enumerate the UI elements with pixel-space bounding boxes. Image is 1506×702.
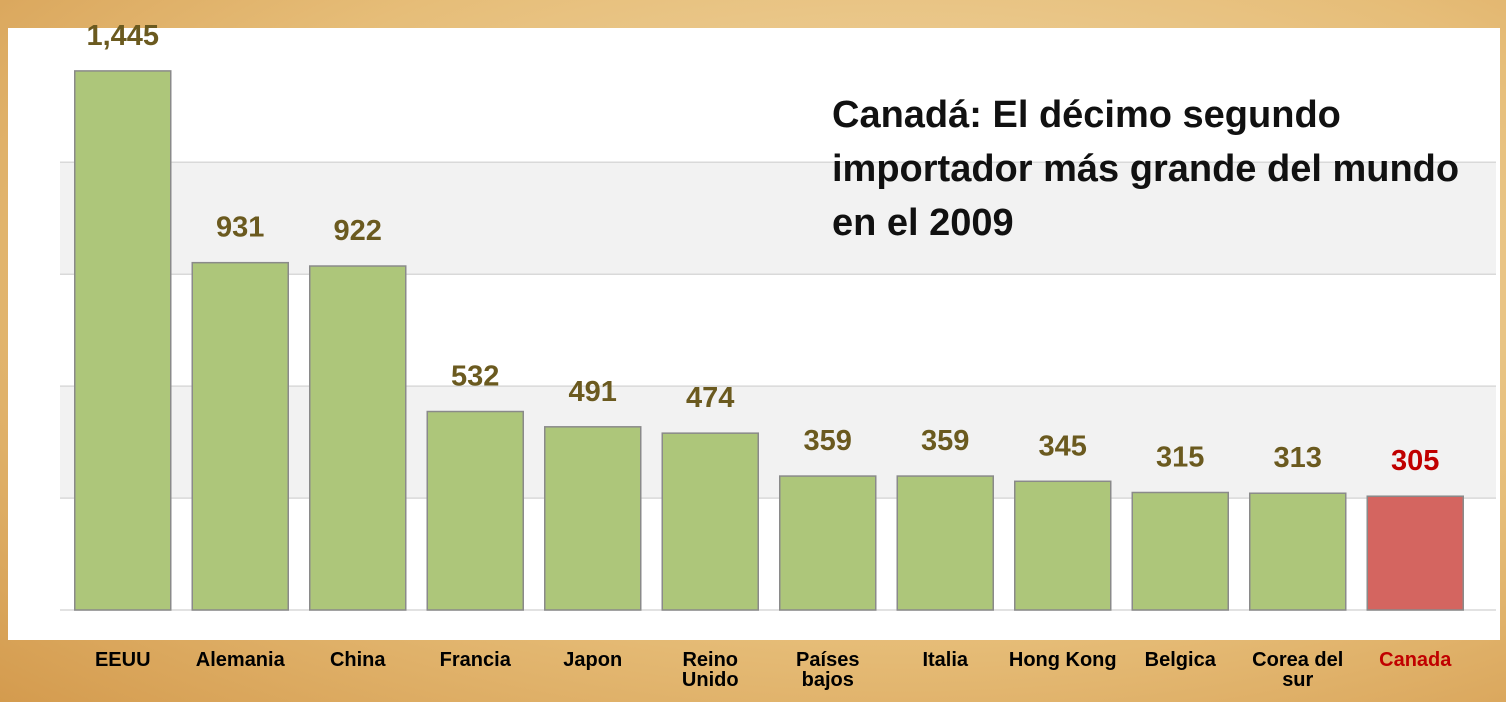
x-tick-label: Alemania: [195, 649, 285, 671]
bar: [309, 265, 407, 611]
x-tick-label: Países bajos: [796, 649, 860, 691]
x-tick-label: China: [329, 649, 386, 671]
x-tick-label: Francia: [439, 649, 511, 671]
data-label: 345: [1039, 430, 1087, 462]
x-tick-label: Canada: [1379, 649, 1452, 671]
data-label: 305: [1391, 445, 1439, 477]
bar: [1366, 495, 1464, 611]
bar: [191, 261, 289, 611]
x-tick-label: Belgica: [1144, 649, 1216, 671]
annotation: Canadá: El décimo segundo importador más…: [832, 94, 1460, 244]
x-tick-label: Hong Kong: [1008, 649, 1117, 671]
x-tick-label: Reino Unido: [681, 649, 739, 691]
data-label: 931: [216, 212, 264, 244]
data-label: 359: [921, 425, 969, 457]
data-label: 313: [1274, 442, 1322, 474]
bar: [74, 70, 172, 611]
bar: [544, 426, 642, 611]
bar: [1131, 491, 1229, 611]
data-label: 922: [334, 215, 382, 247]
bar: [661, 432, 759, 611]
grid-band: [60, 162, 1496, 275]
data-label: 491: [569, 376, 617, 408]
bar: [1014, 480, 1112, 611]
x-tick-label: EEUU: [94, 649, 151, 671]
data-label: 359: [804, 425, 852, 457]
x-tick-label: Japon: [563, 649, 623, 671]
bar: [1249, 492, 1347, 611]
x-tick-label: Corea del sur: [1252, 649, 1344, 691]
grid-band: [60, 386, 1496, 499]
data-label: 532: [451, 361, 499, 393]
data-label: 1,445: [86, 20, 159, 52]
bar: [779, 475, 877, 611]
x-tick-label: Italia: [922, 649, 969, 671]
bar: [426, 410, 524, 611]
bar: [896, 475, 994, 611]
data-label: 315: [1156, 441, 1204, 473]
data-label: 474: [686, 382, 734, 414]
